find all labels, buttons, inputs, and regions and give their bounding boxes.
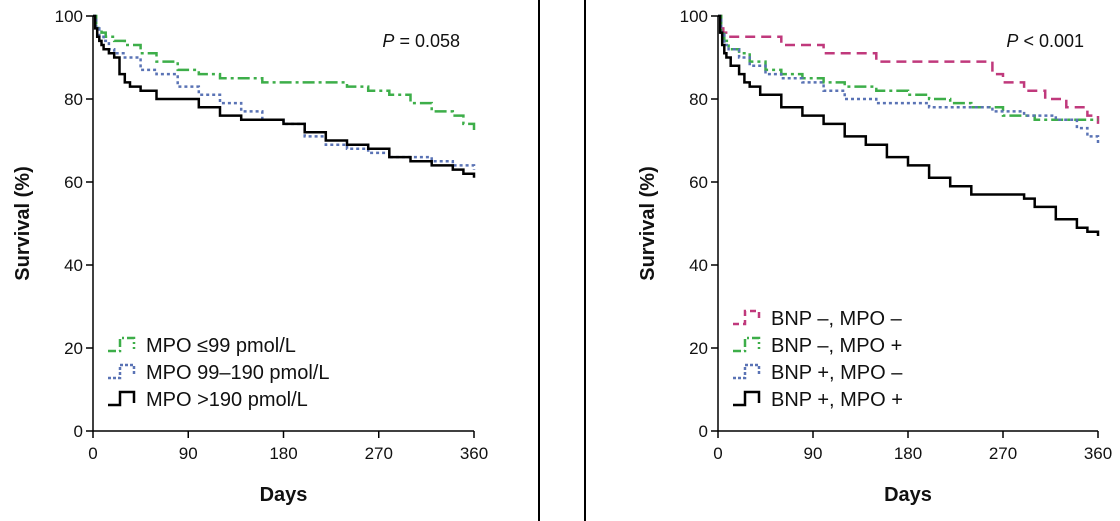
p-value-annotation: P = 0.058 (382, 31, 460, 51)
series-line-2 (93, 14, 476, 170)
legend-symbol (733, 309, 761, 326)
x-tick-label: 270 (365, 444, 393, 463)
chart-panel-1: 0 20 40 60 80 100 0 90 180 270 360 Days Survival (%)… (12, 7, 488, 506)
y-tick-label: 20 (689, 339, 708, 358)
x-tick-label: 90 (179, 444, 198, 463)
chart-panel-2: 0 20 40 60 80 100 0 90 180 270 360 Days Survival (%)… (637, 7, 1112, 506)
y-tick-label: 20 (64, 339, 83, 358)
y-tick-label: 80 (64, 90, 83, 109)
legend-label: BNP –, MPO + (771, 335, 902, 357)
y-tick-label: 0 (74, 422, 83, 441)
legend-label: BNP +, MPO + (771, 389, 903, 411)
y-tick-label: 80 (689, 90, 708, 109)
x-tick-label: 180 (894, 444, 922, 463)
legend-symbol (108, 336, 136, 353)
y-tick-label: 60 (64, 173, 83, 192)
legend: BNP –, MPO – BNP –, MPO + BNP +, MPO – BNP … (733, 308, 903, 411)
y-axis-title: Survival (%) (637, 166, 659, 280)
x-tick-label: 0 (88, 444, 97, 463)
legend: MPO ≤99 pmol/L MPO 99–190 pmol/L MPO >190 … (108, 335, 329, 411)
y-tick-label: 40 (689, 256, 708, 275)
y-tick-label: 100 (55, 7, 83, 26)
x-tick-label: 180 (269, 444, 297, 463)
y-axis-title: Survival (%) (12, 166, 34, 280)
legend-label: MPO 99–190 pmol/L (146, 362, 329, 384)
x-tick-label: 270 (989, 444, 1017, 463)
x-tick-label: 90 (804, 444, 823, 463)
series-line-1 (93, 14, 476, 133)
series-line-1 (718, 14, 1100, 124)
series-line-4 (718, 14, 1100, 236)
legend-symbol (108, 363, 136, 380)
legend-symbol (733, 336, 761, 353)
p-value-annotation: P < 0.001 (1006, 31, 1084, 51)
series-line-2 (718, 14, 1098, 122)
series-line-3 (718, 14, 1100, 145)
y-tick-label: 40 (64, 256, 83, 275)
legend-symbol (108, 390, 136, 407)
legend-label: BNP +, MPO – (771, 362, 903, 384)
x-tick-label: 360 (460, 444, 488, 463)
legend-label: MPO ≤99 pmol/L (146, 335, 296, 357)
legend-symbol (733, 363, 761, 380)
y-tick-label: 0 (699, 422, 708, 441)
legend-label: BNP –, MPO – (771, 308, 903, 330)
legend-label: MPO >190 pmol/L (146, 389, 308, 411)
x-tick-label: 0 (713, 444, 722, 463)
x-tick-label: 360 (1084, 444, 1112, 463)
y-tick-label: 60 (689, 173, 708, 192)
x-axis-title: Days (260, 484, 308, 506)
y-tick-label: 100 (680, 7, 708, 26)
legend-symbol (733, 390, 761, 407)
x-axis-title: Days (884, 484, 932, 506)
series-line-3 (93, 14, 476, 178)
